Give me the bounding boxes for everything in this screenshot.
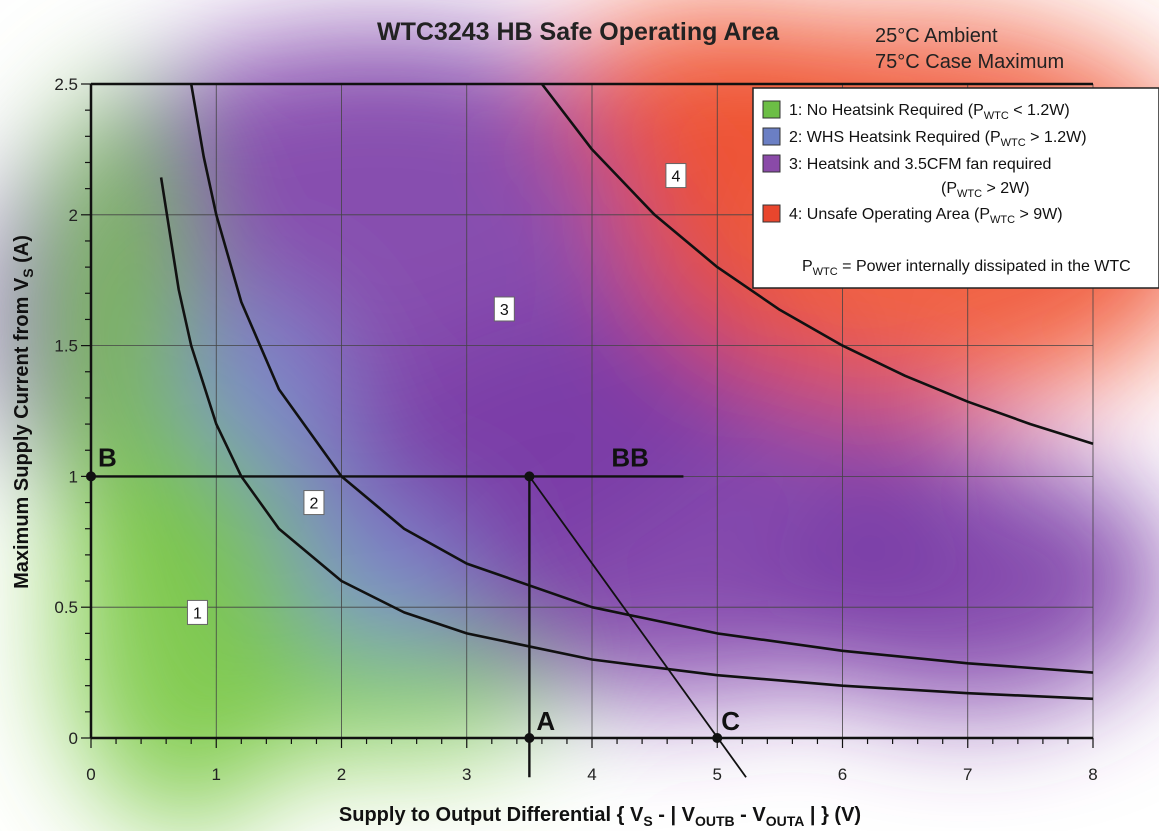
power-curve-9w: [540, 84, 1094, 445]
point-a-label: A: [536, 706, 555, 736]
x-tick-label: 7: [963, 765, 972, 784]
point-a-marker: [524, 733, 535, 743]
point-bb-marker: [524, 471, 535, 482]
power-curve-2w: [189, 84, 1094, 674]
legend-item-3: 3: Heatsink and 3.5CFM fan required: [789, 156, 1051, 173]
axes: 0 1 2 3 4 5 6 7 8 0 0.5 1 1.5 2 2.5: [54, 75, 1097, 784]
y-axis-title: Maximum Supply Current from VS (A): [11, 235, 36, 589]
region-2-label: 2: [309, 496, 318, 513]
region-2-label-box: [303, 490, 325, 516]
power-curve-1_2w: [159, 177, 1094, 701]
region-4-label: 4: [671, 169, 680, 186]
region-3-label-box: [493, 296, 515, 322]
legend-item-2: 2: WHS Heatsink Required (PWTC > 1.2W): [789, 129, 1087, 149]
legend-item-1: 1: No Heatsink Required (PWTC < 1.2W): [789, 102, 1070, 122]
region-2-color-blob: [278, 502, 480, 686]
point-bb-label: BB: [611, 442, 649, 472]
region-1-label: 1: [193, 605, 202, 622]
legend-item-4: 4: Unsafe Operating Area (PWTC > 9W): [789, 206, 1063, 226]
x-tick-label: 5: [713, 765, 722, 784]
chart-title: WTC3243 HB Safe Operating Area: [377, 18, 780, 46]
region-3-label: 3: [500, 302, 509, 319]
x-tick-label: 1: [212, 765, 221, 784]
point-b-label: B: [98, 442, 117, 472]
point-c-label: C: [721, 706, 740, 736]
legend-item-3-continuation: (PWTC > 2W): [941, 180, 1030, 200]
legend-swatch-1: [762, 100, 781, 119]
y-tick-label: 1: [69, 467, 78, 486]
x-tick-label: 6: [838, 765, 847, 784]
legend: 1: No Heatsink Required (PWTC < 1.2W) 2:…: [752, 87, 1159, 289]
legend-swatch-3: [762, 154, 781, 173]
point-b-marker: [86, 471, 96, 482]
case-condition: 75°C Case Maximum: [875, 51, 1064, 73]
legend-box: [752, 87, 1159, 289]
power-curves: [159, 84, 1094, 701]
legend-swatch-4: [762, 204, 781, 223]
ambient-condition: 25°C Ambient: [875, 25, 998, 47]
load-line-diagonal: [528, 475, 747, 778]
legend-swatch-2: [762, 127, 781, 146]
x-tick-label: 8: [1088, 765, 1097, 784]
x-tick-label: 4: [587, 765, 596, 784]
y-tick-label: 0: [69, 729, 78, 748]
y-tick-label: 2.5: [54, 75, 78, 94]
region-4-label-box: [665, 163, 687, 189]
point-c-marker: [712, 733, 723, 743]
region-1-label-box: [186, 599, 208, 625]
x-tick-label: 0: [86, 765, 95, 784]
y-tick-label: 1.5: [54, 337, 78, 356]
x-axis-title: Supply to Output Differential { VS - | V…: [339, 804, 861, 829]
legend-note: PWTC = Power internally dissipated in th…: [802, 258, 1131, 278]
x-tick-label: 3: [462, 765, 471, 784]
x-tick-label: 2: [337, 765, 346, 784]
region-labels: 1 2 3 4: [186, 163, 687, 625]
region-3-color-blob: [767, 450, 1159, 712]
load-line-annotations: B BBA C: [86, 442, 747, 778]
y-tick-label: 2: [69, 206, 78, 225]
y-tick-label: 0.5: [54, 598, 78, 617]
